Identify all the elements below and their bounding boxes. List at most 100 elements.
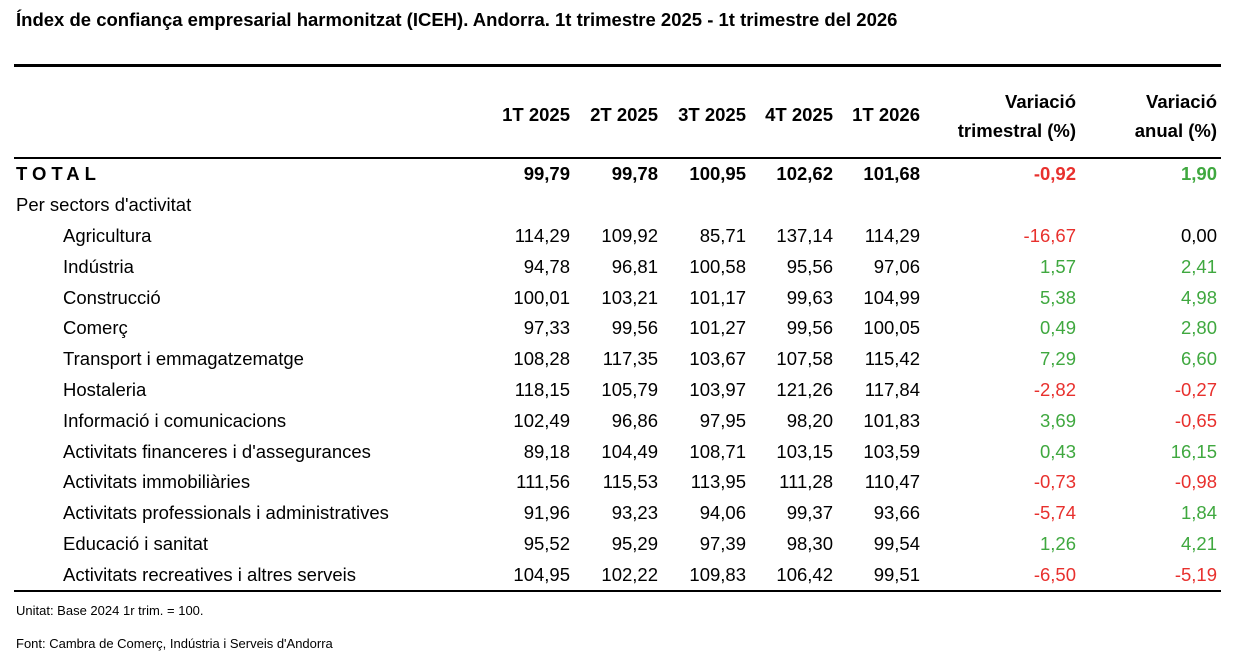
cell-4t-2025: 107,58 [776,348,833,370]
table-row-total: TOTAL 99,79 99,78 100,95 102,62 101,68 -… [0,160,1250,191]
cell-1t-2026: 101,68 [863,163,920,184]
cell-3t-2025: 94,06 [699,502,746,524]
header-variacio-anual: Variació anual (%) [1135,87,1217,145]
row-label: Activitats immobiliàries [63,471,251,493]
cell-4t-2025: 102,62 [776,163,833,184]
cell-variacio-anual: -5,19 [1174,563,1217,585]
cell-3t-2025: 108,71 [689,440,746,462]
header-variacio-trimestral: Variació trimestral (%) [958,87,1076,145]
cell-variacio-trimestral: -16,67 [1023,225,1076,246]
header-3t-2025: 3T 2025 [678,104,746,125]
cell-1t-2026: 103,59 [863,440,920,462]
cell-3t-2025: 101,27 [689,317,746,339]
cell-variacio-trimestral: -5,74 [1033,502,1076,524]
cell-variacio-anual: 0,00 [1180,225,1217,246]
cell-2t-2025: 102,22 [601,563,658,585]
cell-1t-2025: 100,01 [513,286,570,308]
cell-4t-2025: 98,20 [786,409,833,431]
table-row: Educació i sanitat 95,52 95,29 97,39 98,30 99… [0,530,1250,561]
cell-variacio-anual: -0,65 [1174,409,1217,431]
cell-4t-2025: 103,15 [776,440,833,462]
cell-1t-2026: 99,51 [873,563,920,585]
cell-2t-2025: 105,79 [601,379,658,400]
cell-1t-2026: 110,47 [864,471,920,493]
cell-variacio-trimestral: 1,26 [1039,533,1076,554]
row-label: Activitats financeres i d'assegurances [63,440,371,462]
cell-3t-2025: 97,39 [699,533,746,554]
row-label: Indústria [63,255,134,277]
cell-variacio-anual: 2,41 [1180,255,1217,277]
cell-2t-2025: 99,56 [611,317,658,339]
cell-variacio-trimestral: 5,38 [1039,286,1076,308]
top-rule [14,64,1221,67]
cell-variacio-anual: 4,21 [1180,533,1217,554]
row-label: Hostaleria [63,379,147,400]
table-row: Activitats recreatives i altres serveis 1… [0,561,1250,592]
row-label: Agricultura [63,225,152,246]
cell-3t-2025: 103,67 [689,348,746,370]
header-1t-2026: 1T 2026 [852,104,920,125]
header-1t-2025: 1T 2025 [502,104,570,125]
cell-3t-2025: 100,58 [689,255,746,277]
cell-1t-2025: 114,29 [514,225,570,246]
cell-3t-2025: 109,83 [689,563,746,585]
table-row: Comerç 97,33 99,56 101,27 99,56 100,05 0,49 2,8… [0,314,1250,345]
table-row: Agricultura 114,29 109,92 85,71 137,14 114,29… [0,222,1250,253]
header-4t-2025: 4T 2025 [765,104,833,125]
row-label: Educació i sanitat [63,533,209,554]
cell-4t-2025: 95,56 [786,255,833,277]
cell-variacio-anual: 4,98 [1180,286,1217,308]
cell-3t-2025: 97,95 [699,409,746,431]
row-label: Construcció [63,286,161,308]
cell-variacio-anual: 6,60 [1180,348,1217,370]
cell-2t-2025: 93,23 [611,502,658,524]
table-row: Activitats immobiliàries 111,56 115,53 113,… [0,468,1250,499]
cell-2t-2025: 109,92 [601,225,658,246]
cell-3t-2025: 113,95 [690,471,746,493]
cell-1t-2025: 104,95 [513,563,570,585]
table-row: Activitats financeres i d'assegurances 89… [0,438,1250,469]
cell-2t-2025: 117,35 [602,348,658,370]
cell-1t-2025: 97,33 [523,317,570,339]
cell-1t-2025: 95,52 [523,533,570,554]
cell-variacio-trimestral: -0,92 [1033,163,1076,184]
header-2t-2025: 2T 2025 [590,104,658,125]
cell-2t-2025: 96,81 [611,255,658,277]
row-label: Informació i comunicacions [63,409,287,431]
bottom-rule [14,590,1221,592]
cell-1t-2025: 118,15 [514,379,570,400]
cell-1t-2025: 111,56 [516,471,570,493]
table-row: Hostaleria 118,15 105,79 103,97 121,26 117,84… [0,376,1250,407]
row-label: Activitats recreatives i altres serveis [63,563,357,585]
cell-variacio-trimestral: -0,73 [1033,471,1076,493]
header-variacio-anual-line1: Variació [1146,91,1217,112]
cell-2t-2025: 95,29 [611,533,658,554]
cell-variacio-anual: 2,80 [1180,317,1217,339]
header-variacio-trimestral-line1: Variació [1005,91,1076,112]
cell-variacio-trimestral: 3,69 [1039,409,1076,431]
cell-1t-2025: 91,96 [523,502,570,524]
cell-1t-2026: 115,42 [864,348,920,370]
cell-4t-2025: 99,63 [786,286,833,308]
row-label: Transport i emmagatzematge [63,348,304,370]
cell-1t-2026: 97,06 [873,255,920,277]
cell-2t-2025: 103,21 [601,286,658,308]
table-row: Transport i emmagatzematge 108,28 117,35 10… [0,345,1250,376]
row-label: Activitats professionals i administrativ… [63,502,389,524]
table-row: Indústria 94,78 96,81 100,58 95,56 97,06 1,57 2… [0,253,1250,284]
cell-3t-2025: 103,97 [689,379,746,400]
header-variacio-anual-line2: anual (%) [1134,120,1217,141]
cell-4t-2025: 121,26 [776,379,833,400]
cell-1t-2025: 108,28 [513,348,570,370]
row-label: TOTAL [16,163,101,184]
unit-note: Unitat: Base 2024 1r trim. = 100. [16,603,204,618]
cell-2t-2025: 115,53 [602,471,658,493]
cell-4t-2025: 106,42 [776,563,833,585]
cell-variacio-anual: 16,15 [1170,440,1217,462]
table-row: Informació i comunicacions 102,49 96,86 97,… [0,407,1250,438]
table-row: Activitats professionals i administrativ… [0,499,1250,530]
cell-variacio-anual: -0,27 [1174,379,1217,400]
cell-1t-2026: 114,29 [864,225,920,246]
cell-variacio-trimestral: 1,57 [1039,255,1076,277]
cell-4t-2025: 99,56 [786,317,833,339]
